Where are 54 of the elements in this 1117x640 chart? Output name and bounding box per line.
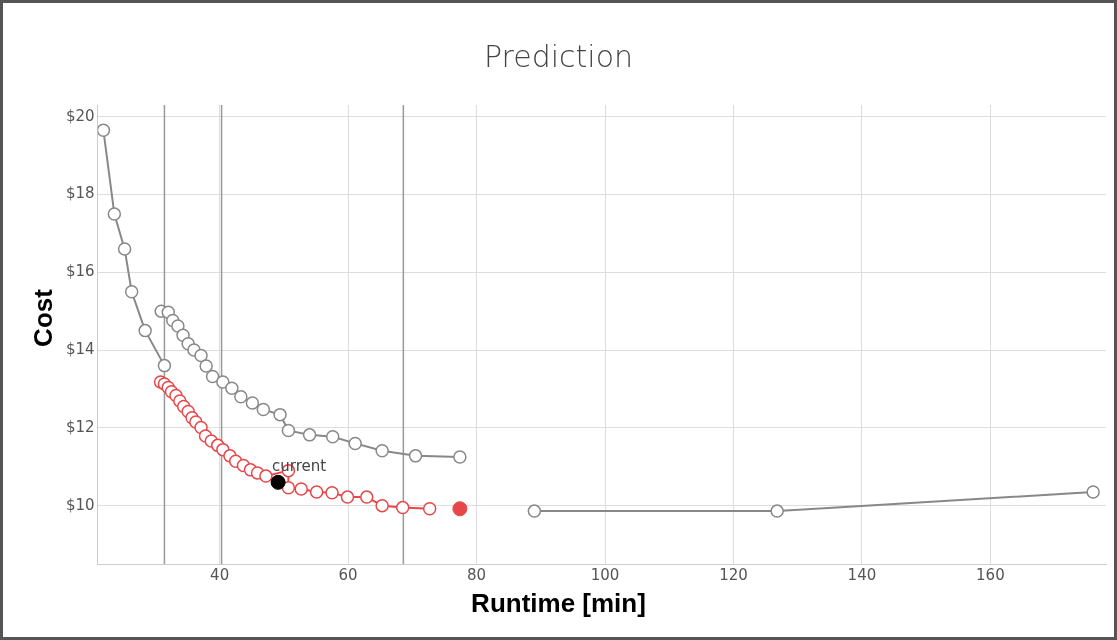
chart-title: Prediction — [482, 39, 634, 74]
point — [138, 323, 152, 338]
x-tick-label: 120 — [719, 565, 748, 584]
point — [225, 381, 239, 395]
y-tick-label: $16 — [65, 262, 95, 281]
point — [348, 436, 362, 451]
point — [205, 369, 220, 384]
point — [281, 423, 296, 438]
y-tick-label: $14 — [65, 339, 95, 358]
point — [294, 482, 308, 496]
point — [97, 123, 111, 138]
point — [157, 358, 172, 373]
point — [117, 242, 132, 256]
point — [256, 402, 271, 417]
point — [245, 396, 260, 410]
x-tick-label: 60 — [338, 565, 358, 584]
point — [375, 498, 389, 513]
point — [527, 504, 542, 518]
point — [216, 375, 230, 389]
y-tick-label: $12 — [65, 417, 95, 436]
point — [270, 474, 286, 490]
point — [124, 284, 139, 299]
point — [359, 490, 374, 504]
point — [770, 504, 784, 518]
point — [1086, 485, 1100, 499]
x-tick-label: 100 — [590, 565, 620, 584]
point — [325, 430, 340, 444]
point — [302, 428, 317, 442]
point — [340, 490, 355, 504]
point — [408, 449, 423, 463]
point — [395, 500, 410, 515]
y-tick-label: $10 — [65, 495, 95, 514]
point — [199, 359, 213, 373]
x-axis-title: Runtime [min] — [470, 588, 647, 619]
point — [273, 407, 287, 422]
point — [453, 450, 467, 464]
point — [422, 502, 437, 516]
x-tick-label: 80 — [467, 565, 487, 584]
x-tick-label: 160 — [976, 565, 1005, 584]
y-tick-label: $18 — [65, 184, 95, 203]
y-tick-label: $20 — [65, 106, 95, 125]
point — [171, 319, 185, 333]
point — [309, 485, 324, 499]
point — [234, 389, 248, 404]
x-tick-label: 40 — [210, 565, 230, 584]
point — [375, 444, 389, 458]
point — [259, 469, 273, 483]
annotation: current — [272, 456, 327, 475]
point — [194, 348, 208, 363]
point — [452, 501, 468, 517]
point — [325, 486, 339, 500]
x-tick-label: 140 — [847, 565, 877, 584]
y-axis-title: Cost — [27, 289, 59, 347]
point — [107, 207, 122, 221]
